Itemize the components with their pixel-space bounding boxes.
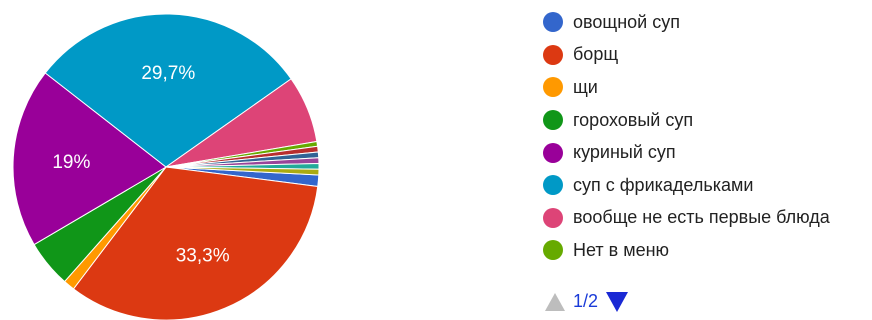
legend-swatch bbox=[543, 77, 563, 98]
legend-label: овощной суп bbox=[573, 11, 680, 32]
legend-item[interactable]: Нет в меню bbox=[543, 234, 830, 267]
pie-slice[interactable] bbox=[72, 166, 319, 320]
legend-swatch bbox=[543, 44, 563, 65]
triangle-down-icon[interactable] bbox=[606, 291, 629, 312]
legend-swatch bbox=[543, 142, 563, 163]
legend-item[interactable]: борщ bbox=[543, 39, 830, 72]
legend-label: вообще не есть первые блюда bbox=[573, 207, 830, 228]
legend-item[interactable]: куриный суп bbox=[543, 136, 830, 169]
slice-label: 19% bbox=[52, 152, 90, 173]
legend-swatch bbox=[543, 175, 563, 196]
pie-slice[interactable] bbox=[44, 13, 292, 168]
slice-label: 29,7% bbox=[141, 63, 195, 84]
legend-item[interactable]: гороховый суп bbox=[543, 104, 830, 137]
legend-item[interactable]: щи bbox=[543, 71, 830, 104]
pie-slice[interactable] bbox=[12, 72, 167, 246]
legend-swatch bbox=[543, 207, 563, 228]
legend-item[interactable]: овощной суп bbox=[543, 6, 830, 39]
legend-label: Нет в меню bbox=[573, 239, 670, 260]
legend-swatch bbox=[543, 240, 563, 261]
legend-label: суп с фрикадельками bbox=[573, 174, 754, 195]
legend: овощной суп борщ щи гороховый суп куриный су… bbox=[543, 6, 830, 267]
legend-swatch bbox=[543, 12, 563, 33]
legend-pager: 1/2 bbox=[545, 291, 629, 312]
legend-label: щи bbox=[573, 76, 598, 97]
page-indicator: 1/2 bbox=[573, 291, 599, 311]
legend-item[interactable]: суп с фрикадельками bbox=[543, 169, 830, 202]
legend-label: куриный суп bbox=[573, 142, 676, 163]
triangle-up-icon[interactable] bbox=[545, 292, 565, 311]
pie-slice[interactable] bbox=[165, 166, 320, 176]
pie-chart: 33,3% 19% 29,7% bbox=[12, 13, 320, 320]
legend-label: гороховый суп bbox=[573, 109, 694, 130]
legend-swatch bbox=[543, 110, 563, 131]
legend-item[interactable]: вообще не есть первые блюда bbox=[543, 202, 830, 235]
slice-label: 33,3% bbox=[176, 245, 230, 266]
legend-label: борщ bbox=[573, 44, 619, 65]
